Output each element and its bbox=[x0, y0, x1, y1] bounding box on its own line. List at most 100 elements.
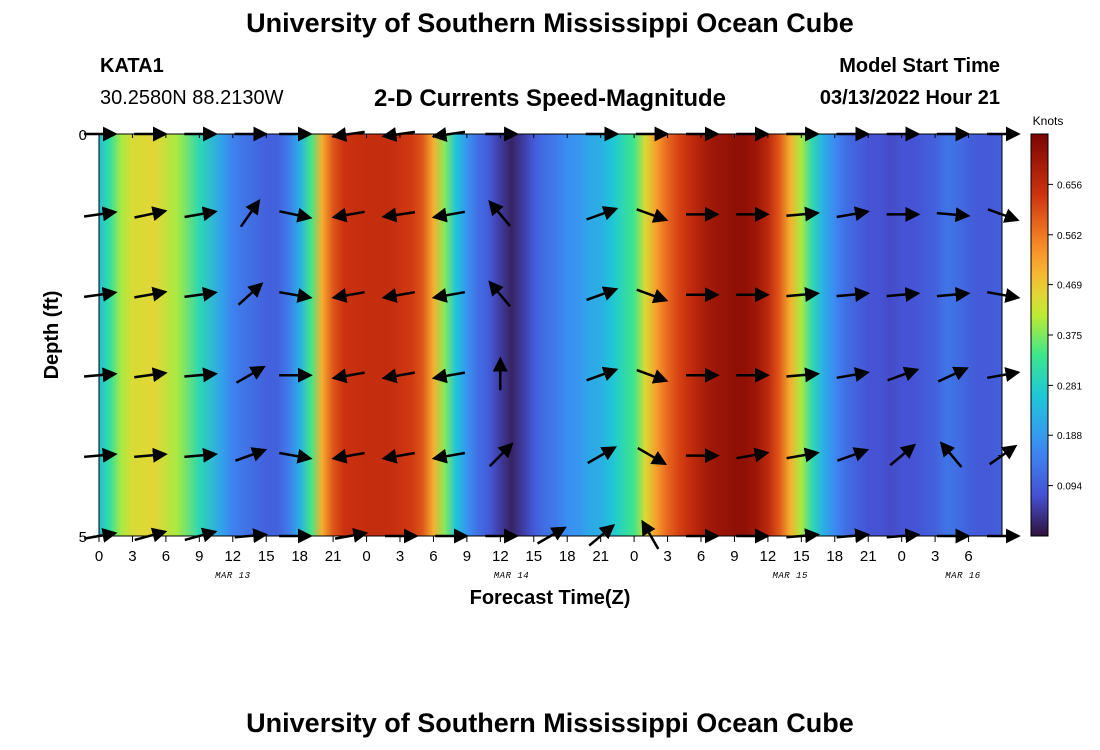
colorbar bbox=[1030, 133, 1049, 537]
current-vector bbox=[235, 365, 266, 384]
current-vector bbox=[237, 282, 264, 306]
main-title: University of Southern Mississippi Ocean… bbox=[246, 8, 854, 38]
x-tick-label: 15 bbox=[525, 548, 542, 565]
current-vector bbox=[889, 443, 917, 467]
x-tick-label: 15 bbox=[793, 548, 810, 565]
current-vector bbox=[134, 206, 168, 221]
current-vector bbox=[488, 442, 514, 468]
x-tick-label: 21 bbox=[592, 548, 609, 565]
current-vector bbox=[587, 446, 617, 465]
current-vector bbox=[279, 448, 313, 464]
current-vector bbox=[431, 448, 466, 464]
colorbar-tick-label: 0.656 bbox=[1057, 180, 1082, 191]
current-vector bbox=[586, 286, 619, 302]
current-vector bbox=[184, 367, 219, 383]
x-tick-label: 12 bbox=[492, 548, 509, 565]
colorbar-tick-label: 0.562 bbox=[1057, 231, 1082, 242]
current-vector bbox=[836, 447, 870, 462]
current-vector bbox=[637, 447, 668, 465]
x-tick-label: 18 bbox=[559, 548, 576, 565]
station-name: KATA1 bbox=[100, 55, 164, 77]
y-axis-label: Depth (ft) bbox=[41, 291, 63, 380]
colorbar-tick-label: 0.469 bbox=[1057, 281, 1082, 292]
x-tick-label: 0 bbox=[630, 548, 638, 565]
current-vector bbox=[381, 368, 416, 384]
current-vector bbox=[239, 199, 261, 228]
current-vector bbox=[786, 287, 821, 302]
current-vector bbox=[586, 366, 619, 382]
current-vector bbox=[134, 286, 168, 302]
x-axis-label: Forecast Time(Z) bbox=[470, 587, 631, 609]
x-tick-label: 12 bbox=[760, 548, 777, 565]
current-vector bbox=[636, 288, 669, 304]
x-axis: 0 3 6 9 12 15 18 21 0 3 6 9 12 15 18 21 0 3 6 9 12 15 18 21 0 3 6 M… bbox=[95, 134, 981, 581]
x-tick-label: 3 bbox=[128, 548, 136, 565]
colorbar-tick-label: 0.375 bbox=[1057, 331, 1082, 342]
colorbar-tick-label: 0.094 bbox=[1057, 482, 1082, 493]
current-vector bbox=[381, 207, 416, 223]
current-vector bbox=[488, 200, 511, 227]
colorbar-label: Knots bbox=[1033, 114, 1064, 128]
current-vector bbox=[836, 206, 870, 222]
speed-heatmap bbox=[99, 134, 1002, 536]
x-tick-label: 21 bbox=[325, 548, 342, 565]
x-tick-label: 6 bbox=[697, 548, 705, 565]
x-tick-label: 18 bbox=[826, 548, 843, 565]
current-vector bbox=[134, 447, 168, 463]
x-tick-label: 0 bbox=[95, 548, 103, 565]
current-vector bbox=[234, 447, 268, 462]
current-vector bbox=[431, 368, 466, 384]
y-tick-label: 5 bbox=[79, 529, 87, 546]
date-label: MAR 14 bbox=[494, 571, 529, 581]
current-vector bbox=[636, 208, 669, 223]
current-vector bbox=[887, 366, 920, 382]
current-vector bbox=[488, 280, 511, 308]
current-vector bbox=[331, 207, 365, 223]
current-vector bbox=[331, 288, 365, 303]
current-vector bbox=[939, 441, 963, 468]
model-start-value: 03/13/2022 Hour 21 bbox=[819, 87, 1000, 109]
current-vector bbox=[184, 206, 218, 222]
y-tick-label: 0 bbox=[79, 127, 87, 144]
current-vector bbox=[381, 288, 416, 303]
x-tick-label: 6 bbox=[162, 548, 170, 565]
current-vector bbox=[836, 287, 871, 302]
date-label: MAR 16 bbox=[945, 571, 981, 581]
station-coordinates: 30.2580N 88.2130W bbox=[100, 87, 284, 109]
x-tick-label: 9 bbox=[195, 548, 203, 565]
x-tick-label: 6 bbox=[964, 548, 972, 565]
current-vector bbox=[786, 447, 820, 463]
x-tick-label: 9 bbox=[730, 548, 738, 565]
x-tick-label: 21 bbox=[860, 548, 877, 565]
current-vector bbox=[279, 288, 313, 303]
current-vector bbox=[331, 448, 365, 464]
current-vector bbox=[586, 206, 619, 221]
current-vector bbox=[836, 367, 870, 382]
current-vector bbox=[736, 447, 770, 463]
current-vector bbox=[431, 207, 466, 223]
x-tick-label: 6 bbox=[429, 548, 437, 565]
x-tick-label: 3 bbox=[931, 548, 939, 565]
footer-title: University of Southern Mississippi Ocean… bbox=[246, 708, 854, 738]
current-vector bbox=[937, 366, 969, 383]
x-tick-label: 0 bbox=[362, 548, 370, 565]
current-vector bbox=[279, 207, 313, 223]
plot-frame bbox=[98, 133, 1003, 537]
date-label: MAR 15 bbox=[772, 571, 808, 581]
x-tick-label: 9 bbox=[463, 548, 471, 565]
current-vector bbox=[786, 206, 821, 222]
current-vector bbox=[331, 368, 365, 384]
current-vector bbox=[636, 368, 669, 384]
colorbar-tick-label: 0.281 bbox=[1057, 381, 1082, 392]
current-vector bbox=[936, 287, 971, 302]
current-vector bbox=[381, 448, 416, 464]
current-vector bbox=[134, 367, 168, 383]
x-tick-label: 15 bbox=[258, 548, 275, 565]
current-vector bbox=[886, 287, 921, 302]
x-tick-label: 0 bbox=[897, 548, 905, 565]
current-vector bbox=[936, 207, 971, 223]
chart-title: 2-D Currents Speed-Magnitude bbox=[374, 85, 726, 112]
model-start-label: Model Start Time bbox=[839, 55, 1000, 77]
current-vector bbox=[431, 288, 466, 303]
